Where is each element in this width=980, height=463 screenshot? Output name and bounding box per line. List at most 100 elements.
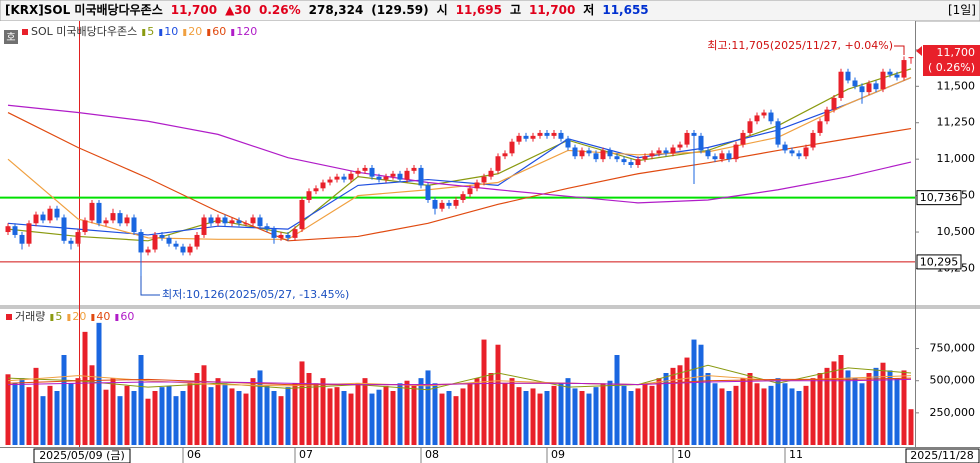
- candle-body: [789, 150, 795, 154]
- candle-body: [299, 199, 305, 230]
- candle-body: [278, 234, 284, 238]
- candle-body: [26, 223, 32, 244]
- volume-bar: [313, 383, 319, 445]
- header-item: 시: [437, 3, 448, 17]
- candle-body: [257, 217, 263, 227]
- volume-bar: [523, 391, 529, 445]
- candle-body: [152, 234, 158, 250]
- volume-bar: [5, 374, 11, 445]
- volume-bar: [222, 383, 228, 445]
- candle-body: [600, 150, 606, 160]
- candle-body: [460, 194, 466, 200]
- candle-body: [712, 156, 718, 160]
- volume-bar: [495, 344, 501, 445]
- volume-bar: [194, 373, 200, 445]
- volume-bar: [733, 385, 739, 445]
- volume-bar: [572, 388, 578, 445]
- volume-bar: [180, 391, 186, 445]
- volume-bar: [243, 393, 249, 445]
- volume-bar: [54, 391, 60, 445]
- candle-body: [418, 167, 424, 186]
- legend-swatch: [67, 314, 71, 321]
- end-box: [905, 448, 980, 463]
- volume-bar: [33, 367, 39, 445]
- candle-body: [54, 208, 60, 218]
- pane-divider: [0, 305, 980, 309]
- candle-body: [439, 202, 445, 209]
- candle-body: [866, 83, 872, 93]
- candle-body: [705, 150, 711, 157]
- legend-swatch: [22, 29, 28, 35]
- candle-body: [306, 191, 312, 200]
- volume-bar: [859, 383, 865, 445]
- volume-bar: [404, 380, 410, 445]
- legend-swatch: [50, 314, 54, 321]
- header-item: 11,700: [529, 3, 575, 17]
- candle-body: [621, 159, 627, 163]
- volume-bar: [26, 387, 32, 445]
- volume-bar: [61, 355, 67, 445]
- volume-bar: [782, 383, 788, 445]
- header-item: 저: [583, 2, 594, 17]
- candle-body: [831, 97, 837, 110]
- volume-bar: [845, 370, 851, 445]
- volume-bar: [754, 383, 760, 445]
- volume-bar: [593, 387, 599, 445]
- candle-body: [474, 182, 480, 189]
- candle-body: [817, 121, 823, 133]
- candle-body: [488, 170, 494, 177]
- candle-body: [530, 135, 536, 139]
- volume-bar: [152, 391, 158, 445]
- volume-bar: [390, 391, 396, 445]
- candle-body: [229, 220, 235, 224]
- volume-bar: [75, 378, 81, 445]
- candle-body: [656, 150, 662, 154]
- volume-bar: [264, 385, 270, 445]
- candle-body: [635, 159, 641, 165]
- candle-body: [145, 249, 151, 253]
- ma-line: [7, 111, 912, 242]
- volume-bar: [306, 373, 312, 445]
- candle-body: [572, 147, 578, 157]
- candle-body: [670, 147, 676, 154]
- volume-bar: [628, 391, 634, 445]
- candle-body: [243, 223, 249, 225]
- level-label: 10,736: [920, 191, 959, 204]
- candle-body: [537, 132, 543, 136]
- volume-bar: [684, 357, 690, 445]
- header-item: ▲30: [225, 3, 251, 17]
- volume-bar: [110, 378, 116, 445]
- volume-bar: [852, 378, 858, 445]
- volume-bar: [131, 391, 137, 445]
- volume-bar: [614, 355, 620, 445]
- header-item: 11,700: [171, 3, 217, 17]
- candle-body: [40, 214, 46, 221]
- volume-bar: [761, 388, 767, 445]
- volume-bar: [145, 398, 151, 445]
- candle-body: [187, 246, 193, 253]
- candle-body: [285, 234, 291, 238]
- candle-body: [824, 109, 830, 122]
- legend-item: 5: [147, 25, 154, 38]
- legend-item: 20: [188, 25, 202, 38]
- volume-bar: [285, 387, 291, 445]
- header-item: 11,695: [456, 3, 502, 17]
- volume-bar: [187, 383, 193, 445]
- volume-bar: [89, 365, 95, 445]
- candle-body: [691, 132, 697, 136]
- legend-swatch: [231, 29, 235, 36]
- candle-body: [404, 170, 410, 180]
- volume-bar: [327, 388, 333, 445]
- candle-body: [138, 232, 144, 253]
- volume-bar: [558, 383, 564, 445]
- legend-title: SOL 미국배당다우존스: [31, 25, 137, 38]
- volume-bar: [831, 361, 837, 445]
- legend-item: 10: [164, 25, 178, 38]
- candle-body: [82, 220, 88, 233]
- volume-bar: [159, 387, 165, 445]
- candle-body: [19, 234, 25, 244]
- candle-body: [453, 199, 459, 206]
- legend-item: 120: [236, 25, 257, 38]
- volume-bar: [12, 383, 18, 445]
- volume-bar: [19, 378, 25, 445]
